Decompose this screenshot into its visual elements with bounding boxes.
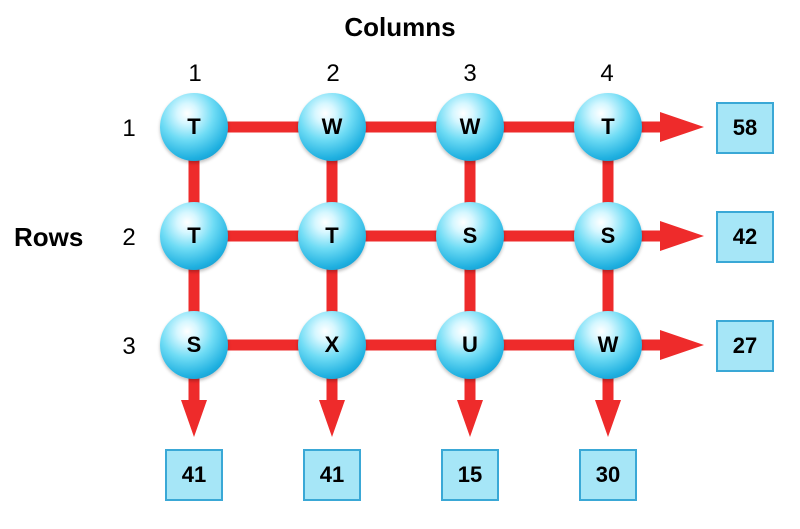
grid-cell-r2-c3: S [436, 202, 504, 270]
row-sum-2: 42 [716, 211, 774, 263]
grid-cell-r2-c4: S [574, 202, 642, 270]
column-label-2: 2 [326, 60, 340, 87]
grid-cell-r1-c1: T [160, 93, 228, 161]
row-label-3: 3 [122, 333, 136, 360]
row-label-1: 1 [122, 115, 136, 142]
row-sum-3: 27 [716, 320, 774, 372]
column-sum-2: 41 [303, 449, 361, 501]
grid-cell-r1-c2: W [298, 93, 366, 161]
column-label-4: 4 [600, 60, 614, 87]
grid-cell-r3-c3: U [436, 311, 504, 379]
column-arrow-1 [181, 400, 207, 437]
column-label-1: 1 [188, 60, 202, 87]
column-arrow-4 [595, 400, 621, 437]
row-label-2: 2 [122, 224, 136, 251]
row-sum-1: 58 [716, 102, 774, 154]
grid-cell-r3-c4: W [574, 311, 642, 379]
grid-cell-r1-c4: T [574, 93, 642, 161]
columns-heading: Columns [344, 12, 456, 42]
row-arrow-1 [660, 112, 704, 142]
grid-cell-r2-c2: T [298, 202, 366, 270]
column-arrow-2 [319, 400, 345, 437]
grid-cell-r3-c2: X [298, 311, 366, 379]
column-sum-4: 30 [579, 449, 637, 501]
column-sum-1: 41 [165, 449, 223, 501]
row-arrow-3 [660, 330, 704, 360]
grid-cell-r2-c1: T [160, 202, 228, 270]
grid-cell-r3-c1: S [160, 311, 228, 379]
grid-cell-r1-c3: W [436, 93, 504, 161]
rows-heading: Rows [14, 222, 84, 252]
column-label-3: 3 [463, 60, 477, 87]
column-sum-3: 15 [441, 449, 499, 501]
row-arrow-2 [660, 221, 704, 251]
column-arrow-3 [457, 400, 483, 437]
